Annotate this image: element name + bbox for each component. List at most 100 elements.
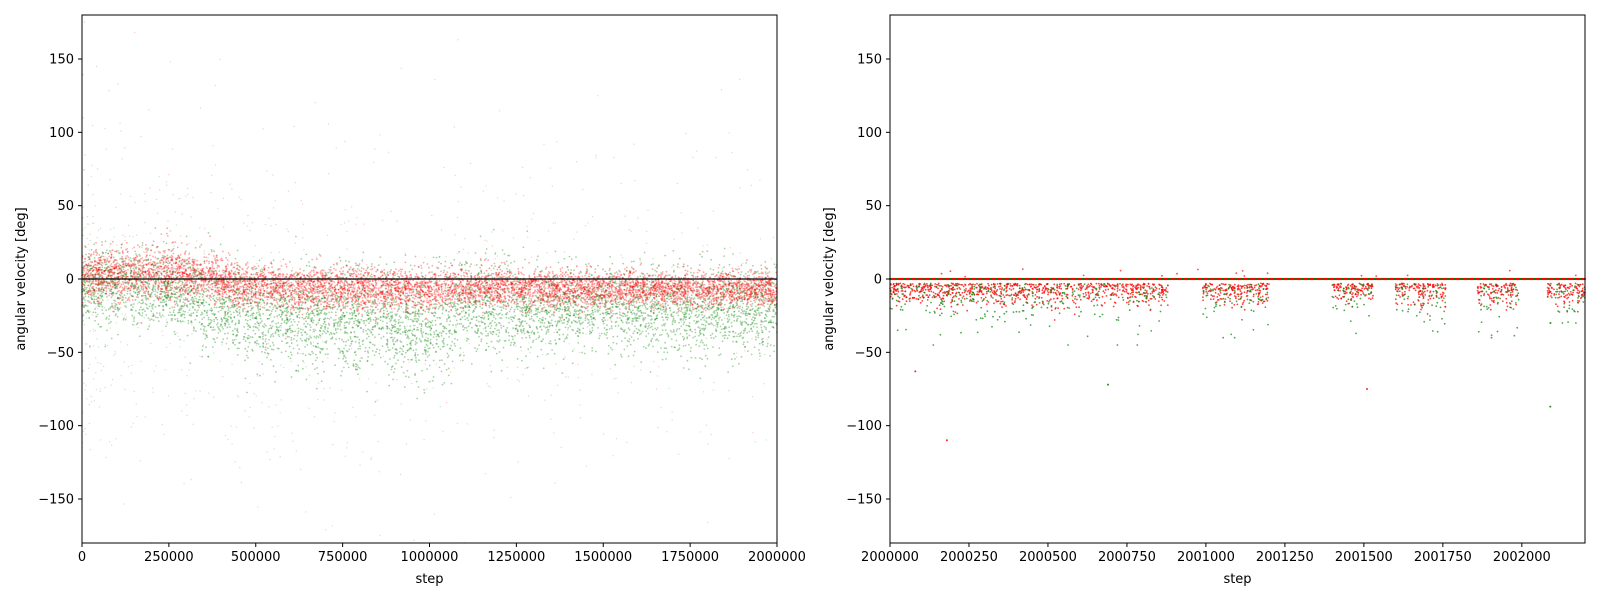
scatter-point bbox=[438, 306, 441, 308]
scatter-point bbox=[310, 343, 313, 345]
scatter-point bbox=[632, 332, 635, 335]
scatter-point bbox=[296, 334, 299, 337]
scatter-point bbox=[763, 317, 766, 319]
scatter-point bbox=[758, 272, 760, 275]
scatter-point bbox=[569, 325, 571, 328]
scatter-point bbox=[316, 367, 318, 369]
scatter-point bbox=[673, 311, 676, 313]
scatter-point bbox=[139, 279, 142, 282]
scatter-point bbox=[630, 260, 633, 263]
scatter-point bbox=[281, 301, 284, 304]
scatter-point bbox=[200, 271, 203, 274]
scatter-point bbox=[510, 341, 513, 344]
scatter-point bbox=[157, 279, 160, 282]
scatter-point bbox=[307, 338, 310, 341]
scatter-point bbox=[435, 282, 438, 284]
scatter-point bbox=[331, 311, 333, 314]
scatter-point bbox=[399, 340, 402, 343]
scatter-point bbox=[463, 315, 466, 317]
scatter-point bbox=[289, 308, 292, 311]
scatter-point bbox=[494, 321, 496, 324]
scatter-point bbox=[259, 308, 261, 311]
scatter-point bbox=[555, 343, 557, 345]
scatter-point bbox=[328, 333, 331, 336]
scatter-point bbox=[525, 309, 527, 312]
scatter-point bbox=[616, 305, 618, 308]
scatter-point bbox=[278, 335, 281, 338]
scatter-point bbox=[326, 317, 329, 320]
scatter-point bbox=[521, 314, 524, 317]
scatter-point bbox=[686, 307, 688, 310]
scatter-point bbox=[309, 353, 312, 356]
scatter-point bbox=[174, 267, 177, 270]
scatter-point bbox=[157, 265, 159, 268]
scatter-point bbox=[609, 306, 612, 309]
scatter-point bbox=[363, 310, 366, 312]
scatter-point bbox=[210, 321, 212, 324]
scatter-point bbox=[661, 324, 663, 327]
scatter-point bbox=[161, 254, 164, 257]
scatter-point bbox=[240, 297, 243, 299]
scatter-point bbox=[670, 345, 673, 348]
scatter-point bbox=[684, 311, 686, 313]
scatter-point bbox=[633, 312, 635, 314]
scatter-point bbox=[568, 296, 570, 298]
scatter-point bbox=[414, 335, 416, 338]
scatter-point bbox=[213, 318, 216, 321]
scatter-point bbox=[131, 309, 134, 312]
scatter-point bbox=[530, 310, 532, 313]
scatter-point bbox=[622, 330, 625, 333]
scatter-point bbox=[602, 317, 605, 319]
scatter-point bbox=[298, 307, 301, 310]
scatter-point bbox=[716, 326, 719, 328]
scatter-point bbox=[366, 350, 369, 353]
scatter-point bbox=[259, 374, 261, 377]
scatter-point bbox=[386, 310, 389, 313]
scatter-point bbox=[475, 299, 477, 302]
scatter-point bbox=[413, 334, 416, 337]
scatter-point bbox=[313, 288, 315, 291]
scatter-point bbox=[195, 297, 198, 300]
scatter-point bbox=[714, 335, 717, 338]
scatter-point bbox=[755, 313, 758, 315]
scatter-point bbox=[165, 242, 168, 245]
scatter-point bbox=[386, 363, 389, 365]
scatter-point bbox=[756, 326, 758, 329]
scatter-point bbox=[666, 351, 669, 354]
scatter-point bbox=[202, 285, 205, 287]
scatter-point bbox=[547, 331, 550, 333]
scatter-point bbox=[432, 346, 435, 349]
scatter-point bbox=[274, 310, 277, 312]
scatter-point bbox=[369, 316, 372, 319]
scatter-point bbox=[262, 325, 264, 327]
scatter-point bbox=[467, 319, 470, 322]
scatter-point bbox=[682, 335, 684, 338]
scatter-point bbox=[728, 290, 731, 293]
scatter-point bbox=[578, 331, 581, 334]
scatter-point bbox=[644, 302, 647, 304]
scatter-point bbox=[301, 339, 303, 342]
scatter-point bbox=[647, 332, 650, 335]
scatter-point bbox=[740, 271, 743, 273]
scatter-point bbox=[93, 295, 95, 298]
scatter-point bbox=[619, 317, 621, 319]
scatter-point bbox=[558, 338, 560, 340]
scatter-point bbox=[285, 322, 288, 325]
scatter-point bbox=[145, 259, 147, 261]
scatter-point bbox=[537, 306, 540, 309]
scatter-point bbox=[599, 313, 602, 316]
scatter-point bbox=[753, 346, 756, 349]
scatter-point bbox=[704, 300, 707, 302]
scatter-point bbox=[550, 282, 553, 285]
scatter-point bbox=[378, 349, 381, 351]
scatter-point bbox=[539, 326, 541, 328]
scatter-point bbox=[688, 296, 691, 299]
scatter-point bbox=[338, 305, 341, 307]
scatter-point bbox=[723, 303, 726, 306]
scatter-point bbox=[142, 308, 145, 311]
scatter-point bbox=[227, 321, 229, 324]
scatter-point bbox=[466, 329, 469, 332]
scatter-point bbox=[197, 301, 200, 303]
scatter-point bbox=[379, 316, 382, 318]
scatter-point bbox=[654, 333, 657, 335]
